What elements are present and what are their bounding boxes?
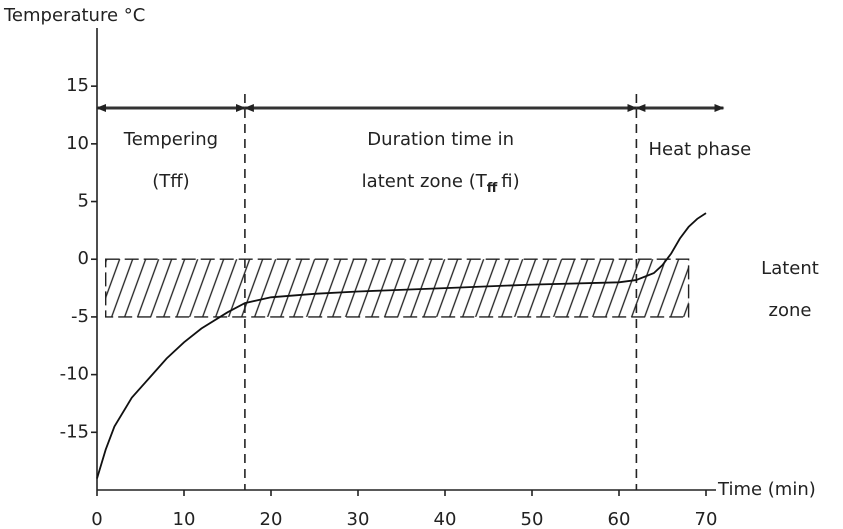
x-tick-label: 20 xyxy=(260,509,283,529)
x-tick-label: 10 xyxy=(173,509,196,529)
phase-label-subscript: ff xyxy=(487,181,498,196)
y-axis-label: Temperature °C xyxy=(3,5,145,26)
phase-label: (Tff) xyxy=(152,171,189,192)
x-tick-label: 70 xyxy=(695,509,718,529)
x-tick-label: 60 xyxy=(608,509,631,529)
y-tick-label: 0 xyxy=(78,248,89,269)
phase-label: Heat phase xyxy=(649,139,752,160)
latent-zone-label: Latent xyxy=(761,258,819,279)
phase-label: Duration time in xyxy=(367,129,514,150)
latent-zone xyxy=(106,259,689,317)
x-tick-label: 0 xyxy=(91,509,102,529)
y-tick-label: -10 xyxy=(60,364,89,385)
x-axis-label: Time (min) xyxy=(717,479,816,500)
y-tick-label: 10 xyxy=(66,133,89,154)
chart: Temperature °C Time (min) -15 -10 -5 0 5 10 15… xyxy=(0,0,843,529)
y-tick-label: -15 xyxy=(60,421,89,442)
x-tick-label: 30 xyxy=(347,509,370,529)
temperature-curve xyxy=(97,213,706,478)
x-tick-label: 50 xyxy=(521,509,544,529)
phase-label: Tempering xyxy=(123,129,218,150)
latent-zone-label: zone xyxy=(769,300,812,321)
y-tick-label: -5 xyxy=(71,306,89,327)
x-tick-label: 40 xyxy=(434,509,457,529)
phase-label-text: latent zone (T xyxy=(362,171,488,192)
y-tick-label: 5 xyxy=(78,191,89,212)
y-tick-label: 15 xyxy=(66,75,89,96)
phase-label-tail: fi) xyxy=(501,171,519,192)
page: {"chart_data": { "type": "line", "y_labe… xyxy=(0,0,843,529)
